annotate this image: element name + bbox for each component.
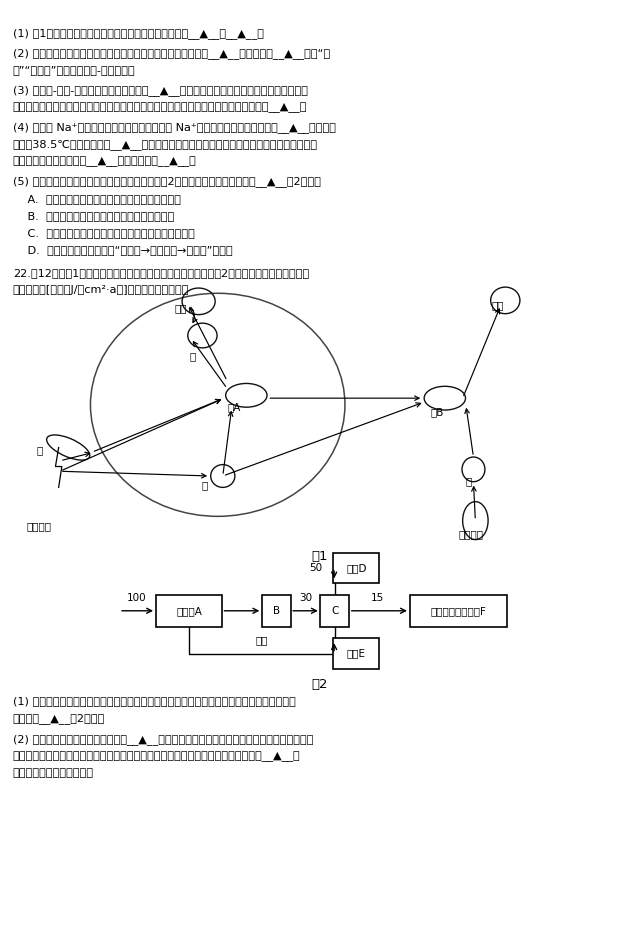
Text: B: B [273,605,280,616]
Text: 续期（38.5℃）病人产热量__▲__散热量，此阶段病人感到口渴，合成和释放的抗利尿激素增: 续期（38.5℃）病人产热量__▲__散热量，此阶段病人感到口渴，合成和释放的抗… [13,139,318,149]
Text: 白鹭: 白鹭 [491,301,504,310]
Text: (2) 病原体侵入人体后，致热性细胞因子通过体液运输并作用于__▲__，这一过程__▲__（从“属: (2) 病原体侵入人体后，致热性细胞因子通过体液运输并作用于__▲__，这一过程… [13,48,330,59]
Text: 摄入量A: 摄入量A [176,605,202,616]
Text: 15: 15 [371,593,384,604]
Text: (3) 下丘脑-垂体-甲状腺轴调节一方面可以__▲__；另一方面可以形成多级调节，利于精细调: (3) 下丘脑-垂体-甲状腺轴调节一方面可以__▲__；另一方面可以形成多级调节… [13,85,308,96]
Text: 浮游植物: 浮游植物 [458,529,483,539]
Text: 30: 30 [300,593,312,604]
Text: D.  兴奋经过电突触时发生“电信号→化学信号→电信号”的变化: D. 兴奋经过电突触时发生“电信号→化学信号→电信号”的变化 [13,246,233,255]
FancyBboxPatch shape [334,553,380,584]
Text: (4) 人体失 Na⁺多于失水为低渗性失水，血液中 Na⁺浓度下降，醛固酮的分泌量__▲__。高温持: (4) 人体失 Na⁺多于失水为低渗性失水，血液中 Na⁺浓度下降，醛固酮的分泌… [13,122,335,133]
Text: 图1: 图1 [311,550,328,563]
Text: A.  电突触的突触前膜和突触后膜以离子通道相通: A. 电突触的突触前膜和突触后膜以离子通道相通 [13,194,181,204]
Text: 50: 50 [309,563,323,573]
Text: C: C [331,605,339,616]
Text: 散失E: 散失E [347,648,366,659]
Text: 鱼B: 鱼B [431,407,444,418]
Text: 图2: 图2 [311,678,328,691]
Text: 于”“不属于”中选填）神经-体液调节。: 于”“不属于”中选填）神经-体液调节。 [13,65,135,75]
Text: (5) 下丘脑中有电突触，它以电流为信息载体（图2）。下列相关叙述正确的是__▲__（2分）。: (5) 下丘脑中有电突触，它以电流为信息载体（图2）。下列相关叙述正确的是__▲… [13,176,321,187]
Text: 鸭: 鸭 [189,350,196,361]
Text: 鱼A: 鱼A [227,402,241,412]
Text: 螺: 螺 [202,480,208,489]
Text: 量特征是__▲__（2分）。: 量特征是__▲__（2分）。 [13,713,105,724]
Text: 粪便: 粪便 [256,635,268,645]
FancyBboxPatch shape [320,595,350,627]
Text: 鬸鹬: 鬸鹬 [174,304,187,313]
FancyBboxPatch shape [334,639,380,668]
Text: 鼜: 鼜 [36,446,43,456]
Text: 22.（12分）图1是某滨海湿地生态系统部分生物关系示意图，图2表示能量流经白鹭所处的营: 22.（12分）图1是某滨海湿地生态系统部分生物关系示意图，图2表示能量流经白鹭… [13,268,309,278]
Text: 多，该激素释放的部位是__▲__，功能主要是__▲__。: 多，该激素释放的部位是__▲__，功能主要是__▲__。 [13,156,197,167]
Text: C.  与化学突触相比，电突触传递速度快、可双向传递: C. 与化学突触相比，电突触传递速度快、可双向传递 [13,228,195,238]
Text: (2) 调查鸟类种群密度常用的方法是__▲__。科研工作者常采用鸣叫计数法（记录并分析个体鸣: (2) 调查鸟类种群密度常用的方法是__▲__。科研工作者常采用鸣叫计数法（记录… [13,734,313,745]
Text: 叫频率、音节时长等辨别不同个体）来调查濮危鸟类种群数量，鸣叫计数法的优点有__▲__、: 叫频率、音节时长等辨别不同个体）来调查濮危鸟类种群数量，鸣叫计数法的优点有__▲… [13,751,300,762]
FancyBboxPatch shape [156,595,222,627]
FancyBboxPatch shape [261,595,291,627]
Text: 控。促甲状腺激素可作为信息分子抑制促甲状腺激素释放激素的分泌，这种调节方式是__▲__。: 控。促甲状腺激素可作为信息分子抑制促甲状腺激素释放激素的分泌，这种调节方式是__… [13,102,307,112]
Text: 散失D: 散失D [346,563,367,573]
Text: 蚌: 蚌 [466,476,472,486]
Text: (1) 图1中甲细胞和乙细胞的受体接受的信息分子分别是__▲__、__▲__。: (1) 图1中甲细胞和乙细胞的受体接受的信息分子分别是__▲__、__▲__。 [13,28,264,39]
Text: 调查周期短、操作简便等。: 调查周期短、操作简便等。 [13,768,94,779]
Text: (1) 湿地公园独特的生态环境吸引了大量白鹭栅息繁殖，直接决定白鹭种群密度变化的种群数: (1) 湿地公园独特的生态环境吸引了大量白鹭栅息繁殖，直接决定白鹭种群密度变化的… [13,696,296,706]
Text: B.  电突触和植物的胞间连丝都有信息交流作用: B. 电突触和植物的胞间连丝都有信息交流作用 [13,211,174,221]
Text: 养级示意图[单位：J/（cm²·a）]。请回答下列问题：: 养级示意图[单位：J/（cm²·a）]。请回答下列问题： [13,286,189,295]
Text: 100: 100 [127,593,146,604]
Text: 下一營养级摄入量F: 下一營养级摄入量F [430,605,486,616]
Text: 水生植物: 水生植物 [27,522,52,531]
FancyBboxPatch shape [410,595,507,627]
